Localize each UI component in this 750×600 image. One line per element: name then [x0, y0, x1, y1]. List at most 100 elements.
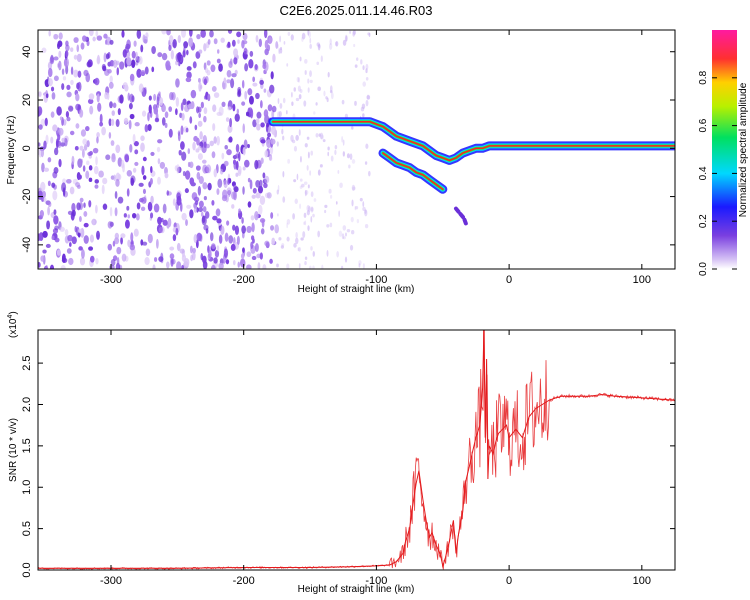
x-tick-label: 100 — [633, 575, 651, 587]
noise-blob — [47, 157, 52, 163]
noise-blob — [95, 257, 99, 265]
noise-blob — [150, 195, 154, 204]
noise-blob — [241, 79, 245, 89]
noise-blob — [66, 178, 72, 184]
noise-blob — [88, 177, 93, 182]
noise-blob — [109, 39, 114, 45]
noise-blob — [235, 160, 239, 171]
noise-blob — [103, 52, 107, 63]
noise-blob — [312, 265, 315, 269]
noise-blob — [255, 92, 260, 100]
noise-blob — [324, 209, 327, 214]
noise-blob — [206, 69, 211, 76]
noise-blob — [330, 155, 334, 162]
colorbar-tick-label: 0.4 — [698, 166, 709, 180]
noise-blob — [71, 236, 77, 245]
noise-blob — [61, 83, 65, 91]
noise-blob — [252, 119, 257, 128]
noise-blob — [266, 122, 270, 128]
noise-blob — [306, 204, 310, 212]
noise-blob — [218, 63, 223, 72]
noise-blob — [61, 253, 66, 263]
noise-blob — [209, 232, 214, 242]
noise-blob — [131, 59, 136, 68]
noise-blob — [337, 170, 340, 174]
noise-blob — [135, 213, 140, 221]
snr-frame — [37, 329, 676, 571]
noise-blob — [59, 116, 63, 121]
noise-blob — [317, 169, 321, 176]
noise-blob — [176, 242, 181, 252]
noise-blob — [130, 232, 134, 242]
noise-blob — [269, 258, 273, 264]
noise-blob — [353, 43, 356, 48]
noise-blob — [175, 97, 180, 107]
noise-blob — [83, 211, 88, 217]
noise-blob — [140, 135, 145, 142]
noise-blob — [140, 142, 145, 152]
noise-blob — [51, 235, 55, 240]
snr-multiplier-base: (x10 — [8, 318, 19, 338]
noise-blob — [165, 261, 170, 269]
noise-blob — [231, 73, 237, 78]
noise-blob — [242, 147, 246, 156]
noise-blob — [349, 153, 353, 160]
noise-blob — [330, 92, 334, 100]
noise-blob — [159, 97, 164, 106]
noise-blob — [250, 215, 255, 221]
noise-blob — [299, 56, 302, 62]
noise-blob — [246, 225, 252, 234]
noise-blob — [43, 140, 47, 150]
noise-blob — [109, 101, 113, 109]
noise-blob — [247, 143, 250, 149]
noise-blob — [42, 190, 46, 199]
noise-blob — [129, 73, 135, 82]
noise-blob — [255, 192, 261, 199]
noise-blob — [65, 50, 69, 58]
noise-blob — [107, 69, 112, 74]
noise-blob — [62, 178, 67, 184]
noise-blob — [295, 134, 299, 141]
noise-blob — [254, 243, 259, 252]
noise-blob — [293, 243, 297, 248]
noise-blob — [109, 206, 113, 217]
noise-blob — [162, 104, 167, 113]
noise-blob — [125, 43, 131, 50]
noise-blob — [239, 258, 246, 268]
noise-blob — [307, 225, 310, 231]
noise-blob — [260, 139, 266, 144]
noise-blob — [92, 147, 99, 154]
noise-blob — [56, 106, 62, 116]
noise-blob — [144, 66, 149, 75]
noise-blob — [203, 107, 208, 115]
noise-blob — [58, 127, 64, 136]
noise-blob — [189, 209, 194, 219]
noise-blob — [293, 145, 298, 152]
noise-blob — [327, 151, 330, 157]
noise-blob — [202, 255, 207, 264]
noise-blob — [215, 208, 221, 217]
noise-blob — [142, 156, 147, 162]
noise-blob — [169, 246, 175, 251]
noise-blob — [181, 151, 187, 161]
noise-blob — [322, 139, 326, 143]
noise-blob — [320, 55, 323, 63]
noise-blob — [196, 33, 201, 40]
noise-blob — [313, 111, 316, 115]
noise-blob — [184, 188, 189, 194]
snr-panel: -300 -200 -100 0 100 0.0 0.5 1.0 1.5 2.0 2.5 Heig… — [7, 311, 676, 595]
noise-blob — [334, 149, 337, 156]
noise-blob — [207, 39, 211, 45]
noise-blob — [186, 71, 192, 79]
noise-blob — [264, 175, 270, 184]
noise-blob — [368, 170, 371, 177]
noise-blob — [249, 50, 254, 57]
noise-blob — [298, 94, 302, 100]
noise-blob — [298, 263, 301, 269]
noise-blob — [102, 177, 108, 185]
noise-blob — [303, 221, 306, 225]
noise-blob — [59, 226, 65, 232]
noise-blob — [211, 85, 217, 92]
noise-blob — [224, 232, 229, 242]
noise-blob — [88, 93, 95, 100]
